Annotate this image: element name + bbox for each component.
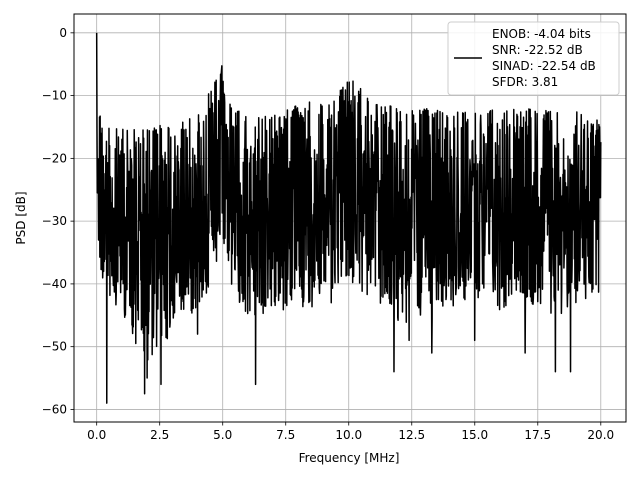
y-tick-label: −20 <box>42 151 67 165</box>
x-tick-label: 17.5 <box>524 428 551 442</box>
y-tick-label: −30 <box>42 214 67 228</box>
legend-snr: SNR: -22.52 dB <box>492 43 583 57</box>
x-tick-label: 0.0 <box>87 428 106 442</box>
legend-sfdr: SFDR: 3.81 <box>492 75 558 89</box>
plot-frame <box>73 13 627 423</box>
x-tick-label: 7.5 <box>276 428 295 442</box>
legend-box <box>447 21 620 96</box>
x-tick-label: 12.5 <box>398 428 425 442</box>
x-tick-label: 5.0 <box>213 428 232 442</box>
x-tick-label: 15.0 <box>461 428 488 442</box>
x-tick-label: 20.0 <box>587 428 614 442</box>
x-tick-label: 2.5 <box>150 428 169 442</box>
y-axis-label: PSD [dB] <box>14 191 28 244</box>
legend-sinad: SINAD: -22.54 dB <box>492 59 596 73</box>
legend-enob: ENOB: -4.04 bits <box>492 27 591 41</box>
x-axis: 0.0 2.5 5.0 7.5 10.0 12.5 15.0 17.5 20.0 <box>87 422 614 442</box>
legend: ENOB: -4.04 bits SNR: -22.52 dB SINAD: -… <box>447 21 620 96</box>
psd-series-line <box>95 32 602 404</box>
y-tick-label: −60 <box>42 402 67 416</box>
y-tick-label: −40 <box>42 277 67 291</box>
y-tick-label: 0 <box>59 26 67 40</box>
x-tick-label: 10.0 <box>335 428 362 442</box>
y-axis: 0 −10 −20 −30 −40 −50 −60 <box>42 26 74 416</box>
y-tick-label: −50 <box>42 340 67 354</box>
y-tick-label: −10 <box>42 89 67 103</box>
x-axis-label: Frequency [MHz] <box>299 451 400 465</box>
